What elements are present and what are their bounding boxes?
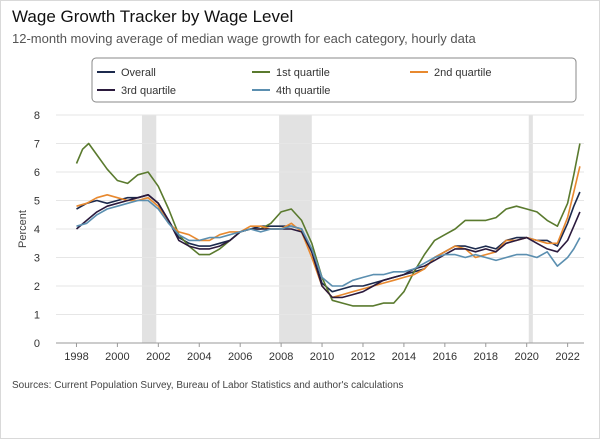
y-tick-label: 4 bbox=[34, 224, 40, 236]
y-tick-label: 0 bbox=[34, 338, 40, 350]
chart-subtitle: 12-month moving average of median wage g… bbox=[12, 31, 476, 46]
series-line-1st-quartile bbox=[75, 142, 581, 307]
x-tick-label: 2016 bbox=[433, 351, 457, 363]
x-tick-label: 2010 bbox=[310, 351, 334, 363]
legend-label-3rd-quartile: 3rd quartile bbox=[121, 85, 176, 97]
x-tick-label: 1998 bbox=[64, 351, 88, 363]
x-tick-label: 2014 bbox=[392, 351, 416, 363]
y-axis-label: Percent bbox=[17, 210, 29, 248]
chart-title: Wage Growth Tracker by Wage Level bbox=[12, 7, 294, 26]
y-tick-label: 1 bbox=[34, 310, 40, 322]
source-note: Sources: Current Population Survey, Bure… bbox=[12, 380, 404, 391]
gridlines bbox=[56, 114, 584, 344]
legend-box bbox=[91, 57, 577, 103]
y-tick-label: 6 bbox=[34, 167, 40, 179]
y-tick-label: 2 bbox=[34, 281, 40, 293]
series-line-3rd-quartile bbox=[75, 194, 581, 299]
x-tick-label: 2004 bbox=[187, 351, 211, 363]
y-tick-label: 7 bbox=[34, 139, 40, 151]
axes: 0 1 2 3 4 5 6 7 8 1998 2000 2002 2004 2006 2008 2010 201… bbox=[34, 110, 584, 363]
x-tick-label: 2002 bbox=[146, 351, 170, 363]
series-lines bbox=[75, 142, 581, 307]
y-tick-label: 5 bbox=[34, 196, 40, 208]
x-tick-label: 2012 bbox=[351, 351, 375, 363]
legend-label-2nd-quartile: 2nd quartile bbox=[434, 67, 492, 79]
legend-label-1st-quartile: 1st quartile bbox=[276, 67, 330, 79]
x-tick-label: 2022 bbox=[555, 351, 579, 363]
y-tick-label: 3 bbox=[34, 253, 40, 265]
series-line-4th-quartile bbox=[76, 199, 581, 287]
y-tick-label: 8 bbox=[34, 110, 40, 122]
legend: Overall 1st quartile 2nd quartile 3rd quart… bbox=[91, 57, 577, 103]
legend-label-4th-quartile: 4th quartile bbox=[276, 85, 330, 97]
x-tick-label: 2006 bbox=[228, 351, 252, 363]
x-tick-label: 2020 bbox=[514, 351, 538, 363]
x-tick-label: 2008 bbox=[269, 351, 293, 363]
x-tick-label: 2018 bbox=[474, 351, 498, 363]
legend-label-overall: Overall bbox=[121, 67, 156, 79]
x-tick-label: 2000 bbox=[105, 351, 129, 363]
